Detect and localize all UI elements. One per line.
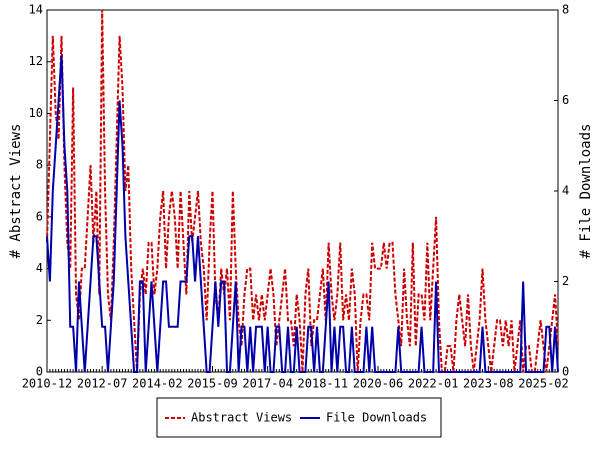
- y2-tick-label: 6: [562, 93, 569, 107]
- y-tick-label: 8: [36, 158, 43, 172]
- x-tick-label: 2012-07: [77, 377, 128, 391]
- x-tick-label: 2023-08: [463, 377, 514, 391]
- legend-label: Abstract Views: [191, 411, 292, 425]
- y-axis-label: # Abstract Views: [8, 124, 24, 259]
- y-tick-label: 2: [36, 313, 43, 327]
- y2-tick-label: 2: [562, 274, 569, 288]
- y-tick-label: 0: [36, 365, 43, 379]
- y2-axis-label: # File Downloads: [578, 124, 594, 259]
- legend-label: File Downloads: [326, 411, 427, 425]
- x-tick-label: 2014-02: [132, 377, 183, 391]
- y-tick-label: 10: [29, 106, 43, 120]
- x-tick-label: 2022-01: [408, 377, 459, 391]
- x-tick-label: 2018-11: [298, 377, 349, 391]
- x-tick-label: 2010-12: [22, 377, 73, 391]
- x-tick-label: 2020-06: [353, 377, 404, 391]
- y-tick-label: 6: [36, 209, 43, 223]
- legend-box: [156, 397, 442, 438]
- x-tick-label: 2025-02: [518, 377, 569, 391]
- y2-tick-label: 0: [562, 365, 569, 379]
- y-tick-label: 4: [36, 261, 43, 275]
- series-line: [46, 55, 559, 373]
- y-tick-label: 14: [29, 3, 43, 17]
- y2-tick-label: 4: [562, 184, 569, 198]
- y2-tick-label: 8: [562, 3, 569, 17]
- x-tick-label: 2017-04: [242, 377, 293, 391]
- x-tick-label: 2015-09: [187, 377, 238, 391]
- y-tick-label: 12: [29, 54, 43, 68]
